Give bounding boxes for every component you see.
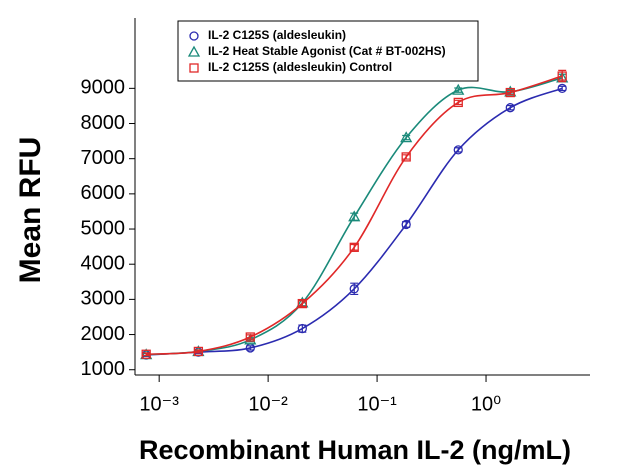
y-tick-label: 7000 (81, 147, 126, 169)
fit-curve (146, 87, 563, 356)
marker (297, 323, 307, 334)
error-bar (506, 89, 515, 96)
marker (245, 332, 255, 342)
marker (141, 349, 151, 359)
legend-label: IL-2 Heat Stable Agonist (Cat # BT-002HS… (208, 44, 446, 58)
marker (189, 31, 199, 41)
error-bar (402, 134, 411, 141)
marker (505, 87, 515, 98)
marker (453, 97, 463, 108)
x-tick-label: 10⁻¹ (357, 393, 397, 415)
legend-label: IL-2 C125S (aldesleukin) Control (208, 60, 392, 74)
error-bar (402, 154, 411, 160)
marker (400, 131, 413, 143)
marker (349, 284, 359, 294)
marker (557, 83, 567, 93)
marker (349, 242, 359, 252)
marker (557, 71, 567, 81)
y-tick-label: 2000 (81, 323, 126, 345)
error-bar (142, 352, 151, 357)
y-axis-label: Mean RFU (14, 137, 47, 284)
error-bar (506, 104, 515, 111)
marker (187, 45, 201, 57)
y-tick-label: 4000 (81, 252, 126, 274)
y-tick-label: 3000 (81, 288, 126, 310)
error-bar (454, 99, 463, 106)
error-bar (194, 349, 203, 354)
marker (189, 63, 199, 73)
x-tick-label: 10⁰ (471, 393, 501, 415)
legend-label: IL-2 C125S (aldesleukin) (208, 28, 346, 42)
y-tick-label: 9000 (81, 77, 126, 99)
marker (505, 103, 515, 113)
marker (297, 298, 307, 309)
error-bar (454, 87, 463, 93)
legend: IL-2 C125S (aldesleukin) IL-2 Heat Stable… (177, 20, 479, 82)
marker (193, 346, 204, 357)
y-tick-label: 5000 (81, 217, 126, 239)
marker (453, 145, 463, 155)
y-tick-label: 8000 (81, 112, 126, 134)
error-bar (454, 147, 463, 153)
marker (348, 210, 361, 222)
y-tick-label: 1000 (81, 358, 126, 380)
marker (401, 219, 411, 230)
x-tick-label: 10⁻³ (139, 393, 179, 415)
error-bar (298, 300, 307, 308)
marker (452, 83, 465, 95)
y-tick-label: 6000 (81, 182, 126, 204)
x-tick-label: 10⁻² (248, 393, 288, 415)
error-bar (246, 345, 255, 351)
x-axis-label: Recombinant Human IL-2 (ng/mL) (139, 435, 571, 465)
marker (401, 152, 411, 162)
legend-frame (177, 20, 479, 82)
error-bar (350, 243, 359, 251)
error-bar (246, 334, 255, 340)
error-bar (558, 85, 567, 92)
